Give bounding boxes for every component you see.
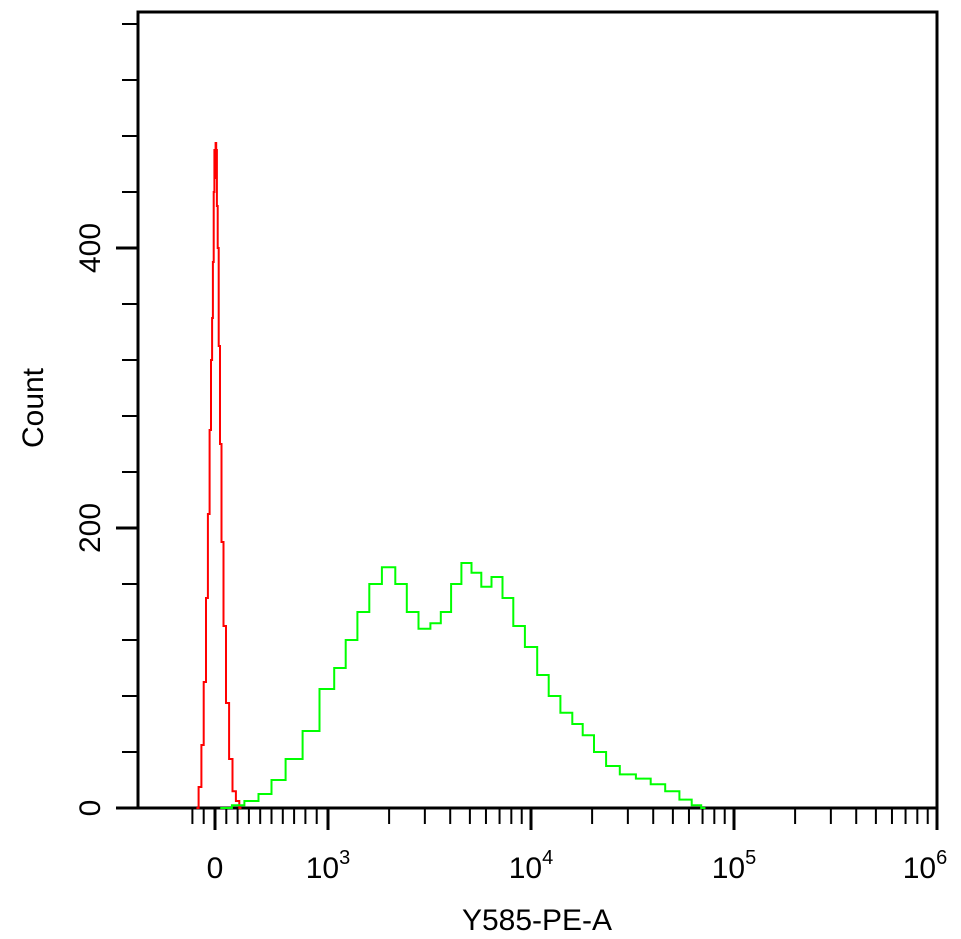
series-point-2 [696, 804, 699, 806]
series-point-2 [507, 597, 509, 599]
series-point-2 [250, 800, 252, 802]
x-axis-tick-labels: 0 103 104 105 106 [207, 847, 948, 885]
x-axis-title: Y585-PE-A [462, 904, 612, 937]
series-point-1 [213, 191, 215, 193]
series-point-2 [435, 622, 437, 624]
series-point-1 [196, 807, 198, 809]
series-point-1 [214, 177, 217, 179]
series-point-2 [388, 566, 390, 568]
series-point-1 [210, 359, 213, 361]
series-point-1 [218, 345, 221, 347]
series-point-2 [577, 723, 579, 725]
series-point-2 [530, 646, 532, 648]
series-point-2 [225, 807, 228, 809]
series-point-1 [221, 541, 224, 543]
series-point-1 [204, 681, 206, 683]
plot-frame [136, 10, 939, 810]
series-point-2 [310, 730, 312, 732]
series-point-1 [240, 807, 242, 809]
series-point-2 [672, 790, 674, 792]
series-point-2 [485, 586, 487, 588]
y-axis-ticks [116, 23, 138, 810]
series-point-2 [565, 712, 568, 714]
series-point-1 [208, 513, 210, 515]
series-point-2 [236, 804, 239, 806]
series-line-1 [196, 142, 241, 809]
series-point-2 [627, 773, 629, 776]
series-point-2 [599, 751, 602, 753]
series-point-2 [553, 695, 555, 697]
series-point-2 [444, 611, 447, 613]
series-point-1 [236, 800, 239, 802]
series-point-2 [611, 765, 613, 767]
x-axis-ticks [191, 808, 939, 830]
series-point-1 [213, 149, 216, 151]
series-point-2 [327, 688, 329, 690]
series-point-2 [586, 734, 589, 736]
series-point-2 [293, 758, 295, 760]
series-point-2 [374, 583, 376, 585]
series-point-2 [475, 572, 478, 574]
series-point-2 [411, 611, 414, 613]
series-point-2 [350, 639, 352, 641]
series-point-1 [211, 317, 214, 319]
series-point-2 [339, 667, 342, 669]
series-point-2 [465, 562, 468, 564]
y-axis-title: Count [17, 367, 50, 448]
series-point-2 [424, 628, 426, 630]
y-tick-label: 400 [74, 223, 107, 273]
series-point-1 [219, 443, 222, 445]
series-point-2 [455, 583, 458, 585]
x-tick-label: 104 [509, 847, 554, 885]
y-axis-tick-labels: 0 200 400 [74, 223, 107, 816]
series-point-2 [542, 674, 545, 676]
series-point-1 [206, 597, 208, 599]
x-tick-label: 106 [903, 847, 948, 885]
series-point-2 [265, 793, 267, 795]
x-tick-label: 105 [712, 847, 757, 885]
x-tick-label: 103 [306, 847, 351, 885]
series-point-2 [704, 807, 706, 809]
series-point-1 [216, 205, 219, 207]
series-point-2 [362, 611, 365, 613]
series-point-1 [199, 786, 202, 788]
series-point-1 [217, 247, 219, 249]
series-point-1 [212, 261, 215, 263]
series-point-2 [685, 798, 687, 801]
x-tick-label: 0 [207, 852, 224, 885]
series-point-1 [233, 790, 235, 792]
series-point-1 [209, 429, 212, 431]
y-tick-label: 0 [74, 800, 107, 817]
series-point-2 [656, 783, 659, 785]
series-point-2 [517, 625, 520, 627]
series-point-2 [643, 777, 645, 780]
histogram-series [196, 142, 706, 809]
series-point-1 [201, 744, 204, 746]
series-point-2 [276, 779, 278, 781]
series-point-1 [226, 702, 229, 704]
y-tick-label: 200 [74, 503, 107, 553]
series-point-2 [400, 583, 403, 585]
series-line-2 [220, 562, 705, 809]
series-point-1 [215, 142, 217, 144]
series-point-2 [496, 576, 498, 578]
series-point-1 [223, 625, 226, 627]
series-point-1 [230, 758, 232, 760]
series-point-2 [219, 807, 222, 809]
series-point-1 [215, 149, 218, 151]
